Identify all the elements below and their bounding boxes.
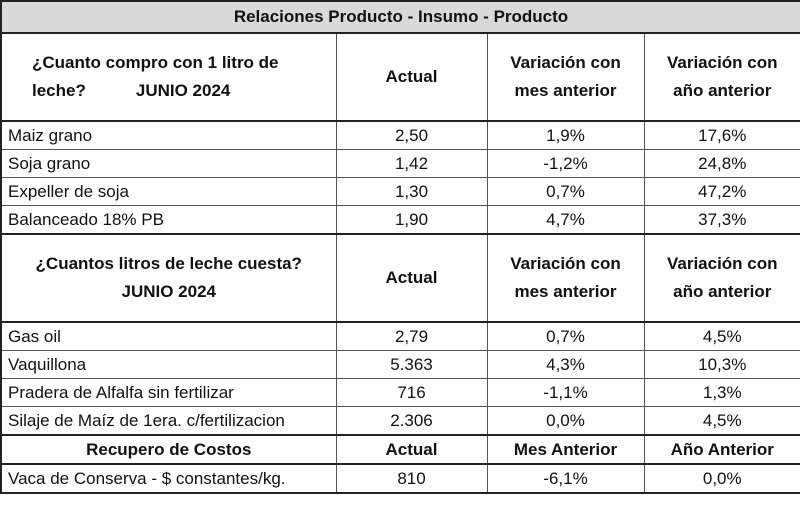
row-anio: 24,8%	[643, 149, 800, 178]
section1-question-line1: ¿Cuanto compro con 1 litro de	[32, 53, 279, 72]
row-label: Vaquillona	[0, 350, 337, 379]
section1-month: JUNIO 2024	[135, 81, 231, 100]
table-row: Expeller de soja 1,30 0,7% 47,2%	[0, 177, 800, 206]
section3-col-anio: Año Anterior	[643, 434, 800, 465]
price-ratio-table: Relaciones Producto - Insumo - Producto …	[0, 0, 800, 494]
row-anio: 0,0%	[643, 463, 800, 494]
section3-label: Recupero de Costos	[0, 434, 337, 465]
row-label: Soja grano	[0, 149, 337, 178]
section2-header-row: ¿Cuantos litros de leche cuesta? JUNIO 2…	[0, 233, 800, 323]
section1-col-anio: Variación con año anterior	[643, 32, 800, 122]
row-anio: 17,6%	[643, 120, 800, 150]
row-label: Gas oil	[0, 321, 337, 351]
row-anio: 1,3%	[643, 378, 800, 407]
section1-header-row: ¿Cuanto compro con 1 litro de leche? JUNI…	[0, 32, 800, 122]
row-mes: -1,2%	[486, 149, 645, 178]
row-actual: 810	[335, 463, 488, 494]
row-anio: 37,3%	[643, 205, 800, 235]
table-row: Silaje de Maíz de 1era. c/fertilizacion …	[0, 406, 800, 436]
row-actual: 1,90	[335, 205, 488, 235]
table-title: Relaciones Producto - Insumo - Producto	[0, 0, 800, 34]
row-actual: 716	[335, 378, 488, 407]
section2-question: ¿Cuantos litros de leche cuesta? JUNIO 2…	[0, 233, 337, 323]
row-actual: 1,42	[335, 149, 488, 178]
row-mes: 1,9%	[486, 120, 645, 150]
row-anio: 47,2%	[643, 177, 800, 206]
section3-col-actual: Actual	[335, 434, 488, 465]
section2-month: JUNIO 2024	[121, 282, 217, 301]
section1-col-mes: Variación con mes anterior	[486, 32, 645, 122]
table-row: Vaquillona 5.363 4,3% 10,3%	[0, 350, 800, 379]
section2-col-actual: Actual	[335, 233, 488, 323]
row-label: Pradera de Alfalfa sin fertilizar	[0, 378, 337, 407]
row-mes: 0,0%	[486, 406, 645, 436]
row-anio: 4,5%	[643, 406, 800, 436]
section2-col-anio: Variación con año anterior	[643, 233, 800, 323]
row-label: Silaje de Maíz de 1era. c/fertilizacion	[0, 406, 337, 436]
row-mes: -1,1%	[486, 378, 645, 407]
section1-question-line2: leche?	[32, 81, 86, 100]
row-mes: -6,1%	[486, 463, 645, 494]
row-actual: 1,30	[335, 177, 488, 206]
row-mes: 4,7%	[486, 205, 645, 235]
row-mes: 0,7%	[486, 177, 645, 206]
section3-col-mes: Mes Anterior	[486, 434, 645, 465]
row-label: Expeller de soja	[0, 177, 337, 206]
row-mes: 0,7%	[486, 321, 645, 351]
section1-question: ¿Cuanto compro con 1 litro de leche? JUNI…	[0, 32, 337, 122]
row-anio: 4,5%	[643, 321, 800, 351]
section2-question-text: ¿Cuantos litros de leche cuesta?	[35, 254, 302, 273]
row-actual: 2,79	[335, 321, 488, 351]
row-label: Balanceado 18% PB	[0, 205, 337, 235]
table-row: Maiz grano 2,50 1,9% 17,6%	[0, 120, 800, 150]
table-row: Soja grano 1,42 -1,2% 24,8%	[0, 149, 800, 178]
table-row: Gas oil 2,79 0,7% 4,5%	[0, 321, 800, 351]
table-title-row: Relaciones Producto - Insumo - Producto	[0, 0, 800, 34]
row-label: Vaca de Conserva - $ constantes/kg.	[0, 463, 337, 494]
section3-header-row: Recupero de Costos Actual Mes Anterior A…	[0, 434, 800, 465]
table-row: Vaca de Conserva - $ constantes/kg. 810 …	[0, 463, 800, 494]
row-actual: 2.306	[335, 406, 488, 436]
row-actual: 5.363	[335, 350, 488, 379]
row-label: Maiz grano	[0, 120, 337, 150]
row-anio: 10,3%	[643, 350, 800, 379]
section1-col-actual: Actual	[335, 32, 488, 122]
table-row: Pradera de Alfalfa sin fertilizar 716 -1…	[0, 378, 800, 407]
row-mes: 4,3%	[486, 350, 645, 379]
section2-col-mes: Variación con mes anterior	[486, 233, 645, 323]
row-actual: 2,50	[335, 120, 488, 150]
table-row: Balanceado 18% PB 1,90 4,7% 37,3%	[0, 205, 800, 235]
